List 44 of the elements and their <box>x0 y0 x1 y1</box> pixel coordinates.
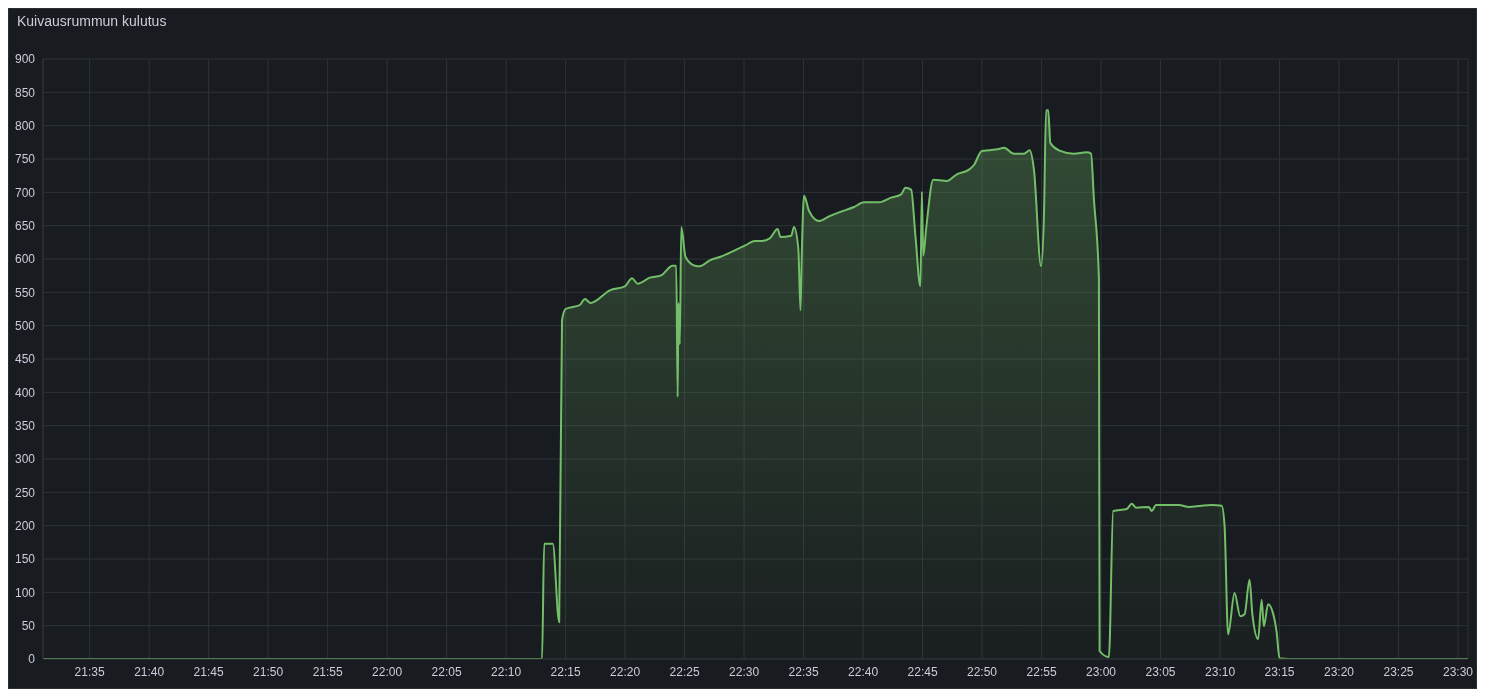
x-tick-label: 23:20 <box>1323 664 1355 679</box>
x-tick-label: 23:05 <box>1145 664 1176 679</box>
y-tick-label: 650 <box>14 218 36 233</box>
x-tick-label: 21:50 <box>253 664 284 679</box>
y-tick-label: 900 <box>14 52 36 67</box>
x-tick-label: 22:10 <box>491 664 522 679</box>
y-tick-label: 850 <box>14 85 36 100</box>
y-tick-label: 50 <box>21 618 36 633</box>
x-tick-label: 22:50 <box>967 664 998 679</box>
x-tick-label: 21:45 <box>193 664 224 679</box>
y-tick-label: 0 <box>28 652 36 667</box>
chart-title: Kuivausrummun kulutus <box>17 13 167 29</box>
x-tick-label: 23:10 <box>1205 664 1236 679</box>
x-tick-label: 22:30 <box>729 664 760 679</box>
x-tick-label: 22:15 <box>550 664 581 679</box>
y-tick-label: 150 <box>14 552 36 567</box>
y-tick-label: 800 <box>14 118 36 133</box>
y-tick-label: 250 <box>14 485 36 500</box>
y-tick-label: 700 <box>14 185 36 200</box>
x-tick-label: 22:40 <box>848 664 879 679</box>
x-tick-label: 22:25 <box>669 664 700 679</box>
y-tick-label: 100 <box>14 585 36 600</box>
x-tick-label: 23:25 <box>1383 664 1414 679</box>
y-tick-label: 500 <box>14 318 36 333</box>
x-tick-label: 21:35 <box>74 664 105 679</box>
x-tick-label: 21:40 <box>134 664 165 679</box>
x-tick-label: 22:00 <box>372 664 403 679</box>
y-tick-label: 550 <box>14 285 36 300</box>
x-tick-label: 22:45 <box>907 664 938 679</box>
y-tick-label: 450 <box>14 352 36 367</box>
y-tick-label: 300 <box>14 452 36 467</box>
y-tick-label: 400 <box>14 385 36 400</box>
y-tick-label: 350 <box>14 418 36 433</box>
y-tick-label: 750 <box>14 152 36 167</box>
y-tick-label: 600 <box>14 252 36 267</box>
x-tick-label: 23:00 <box>1086 664 1117 679</box>
x-tick-label: 23:30 <box>1442 664 1474 679</box>
x-tick-label: 23:15 <box>1264 664 1295 679</box>
x-tick-label: 22:55 <box>1026 664 1057 679</box>
x-tick-label: 22:05 <box>431 664 462 679</box>
x-tick-label: 22:20 <box>610 664 641 679</box>
x-tick-label: 22:35 <box>788 664 819 679</box>
x-tick-label: 21:55 <box>312 664 343 679</box>
y-tick-label: 200 <box>14 518 36 533</box>
